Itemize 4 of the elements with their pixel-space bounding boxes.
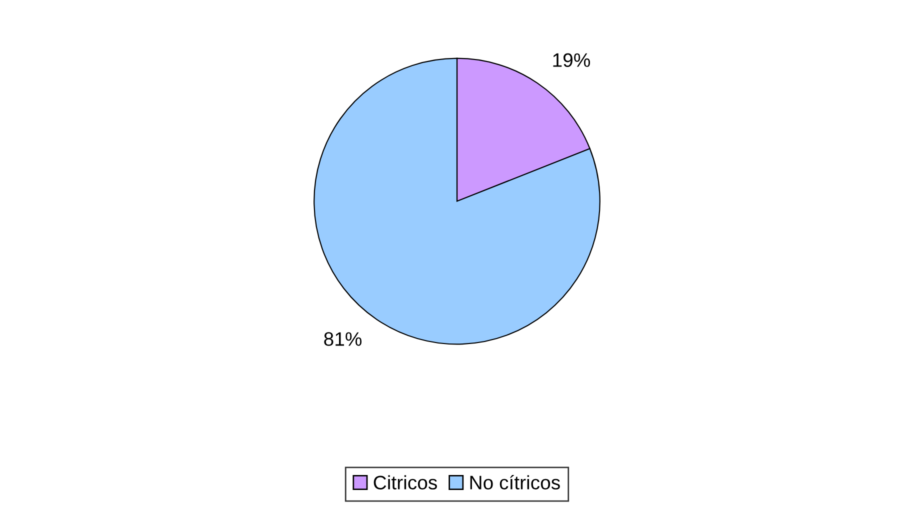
data-label: 19%: [553, 53, 590, 68]
data-label: 81%: [324, 332, 362, 346]
legend-label: Citricos: [374, 475, 437, 490]
legend-label: No cítricos: [470, 474, 560, 490]
